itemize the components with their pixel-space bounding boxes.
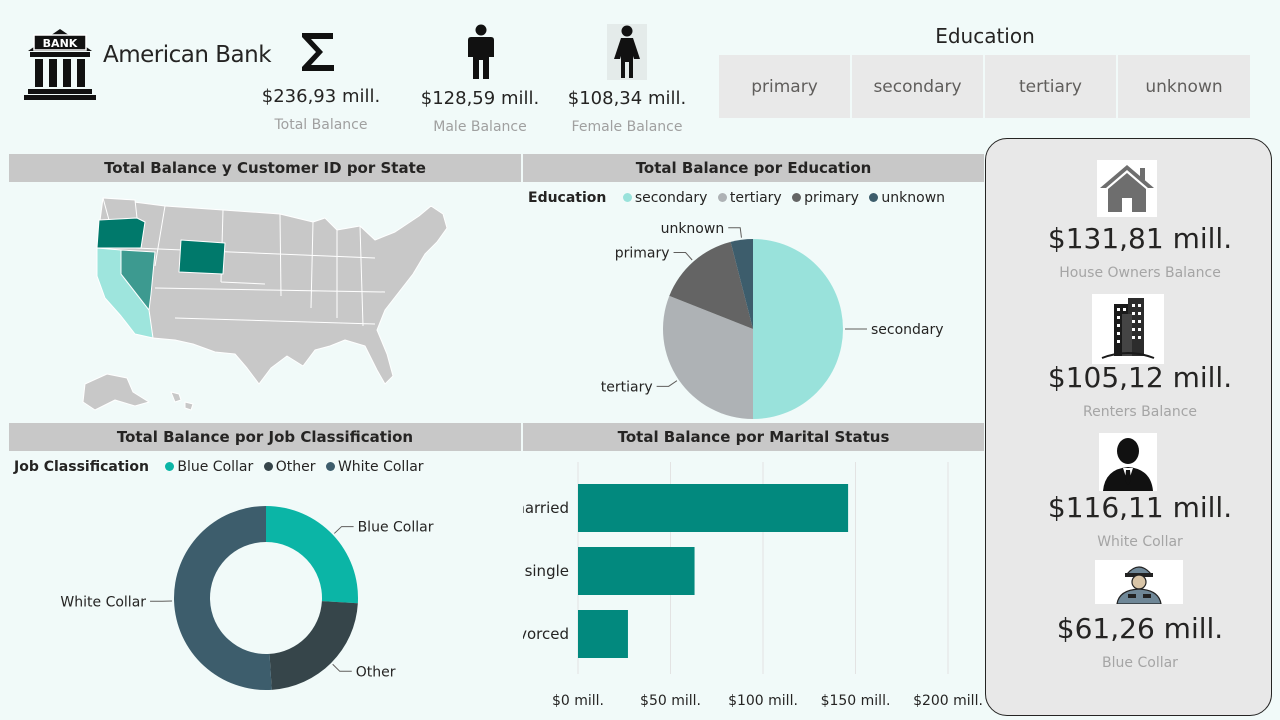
male-icon [466, 24, 496, 84]
businessman-icon [1099, 433, 1157, 491]
job-label-blue-collar: Blue Collar [358, 520, 434, 536]
job-leader-other [332, 663, 352, 672]
legend-label-tertiary: tertiary [729, 190, 782, 206]
svg-text:BANK: BANK [43, 37, 78, 50]
marital-chart-title: Total Balance por Marital Status [523, 423, 984, 451]
white-collar-label: White Collar [1097, 534, 1183, 550]
legend-dot-other [263, 462, 273, 471]
total-balance-label: Total Balance [274, 117, 368, 133]
legend-label-unknown: unknown [881, 190, 946, 206]
legend-label-white-collar: White Collar [337, 459, 424, 475]
marital-bar-married[interactable] [578, 484, 849, 532]
blue-collar-value: $61,26 mill. [1056, 612, 1224, 645]
marital-category-single: single [525, 562, 569, 580]
marital-bar-single[interactable] [578, 547, 695, 595]
legend-dot-tertiary [717, 193, 727, 202]
education-leader-unknown [728, 227, 742, 238]
job-slice-blue-collar[interactable] [266, 506, 358, 604]
job-legend-title: Job Classification [14, 459, 149, 475]
job-chart-title: Total Balance por Job Classification [9, 423, 521, 451]
female-balance-label: Female Balance [571, 119, 683, 135]
education-label-primary: primary [615, 245, 670, 261]
education-pie-chart[interactable]: secondary tertiary primary unknown [523, 212, 984, 422]
education-leader-tertiary [656, 380, 678, 387]
legend-dot-white-collar [325, 462, 335, 471]
house-owners-value: $131,81 mill. [1047, 222, 1233, 255]
right-panel [985, 138, 1272, 716]
marital-category-divorced: divorced [523, 625, 569, 643]
renters-value: $105,12 mill. [1047, 361, 1233, 394]
job-label-white-collar: White Collar [60, 594, 146, 610]
white-collar-value: $116,11 mill. [1047, 491, 1233, 524]
marital-tick-label-4: $200 mill. [913, 693, 983, 709]
legend-dot-secondary [622, 193, 632, 202]
state-wyoming [178, 239, 226, 275]
marital-bar-chart[interactable]: $0 mill. $50 mill. $100 mill. $150 mill. $20… [523, 452, 984, 716]
state-hawaii [170, 391, 194, 411]
slicer-option-unknown[interactable]: unknown [1118, 55, 1250, 118]
legend-label-secondary: secondary [634, 190, 708, 206]
education-leader-primary [673, 251, 693, 261]
marital-tick-label-3: $150 mill. [821, 693, 891, 709]
state-oregon [96, 217, 146, 249]
marital-bar-divorced[interactable] [578, 610, 628, 658]
female-balance-value: $108,34 mill. [567, 88, 687, 109]
education-slicer-title: Education [935, 24, 1035, 48]
education-label-unknown: unknown [661, 221, 725, 237]
job-donut-chart[interactable]: Blue Collar Other White Collar [9, 485, 521, 715]
building-icon [1092, 294, 1164, 364]
education-label-secondary: secondary [871, 322, 944, 338]
education-legend-title: Education [528, 190, 607, 206]
job-leader-blue-collar [333, 526, 354, 534]
slicer-option-secondary[interactable]: secondary [852, 55, 983, 118]
job-slice-white-collar[interactable] [173, 506, 272, 690]
education-slice-unknown[interactable] [730, 239, 753, 329]
map-title: Total Balance y Customer ID por State [9, 154, 521, 182]
bank-logo-icon: BANK [22, 25, 98, 101]
male-balance-value: $128,59 mill. [420, 88, 540, 109]
job-label-other: Other [356, 664, 396, 680]
marital-tick-label-1: $50 mill. [640, 693, 701, 709]
marital-tick-label-2: $100 mill. [728, 693, 798, 709]
house-owners-label: House Owners Balance [1059, 265, 1221, 281]
female-icon [607, 24, 647, 80]
job-slice-other[interactable] [269, 601, 358, 690]
education-slice-tertiary[interactable] [663, 295, 753, 419]
education-legend: Education secondary tertiary primary unk… [528, 190, 945, 206]
sigma-icon [298, 30, 338, 78]
legend-dot-primary [792, 193, 802, 202]
legend-label-primary: primary [804, 190, 859, 206]
job-legend: Job Classification Blue Collar Other Whi… [14, 459, 424, 475]
legend-label-blue-collar: Blue Collar [177, 459, 254, 475]
education-chart-title: Total Balance por Education [523, 154, 984, 182]
state-alaska [82, 373, 150, 411]
worker-icon [1095, 560, 1183, 605]
legend-dot-blue-collar [165, 462, 175, 471]
education-slice-primary[interactable] [669, 241, 753, 329]
legend-label-other: Other [275, 459, 316, 475]
marital-tick-label-0: $0 mill. [552, 693, 604, 709]
renters-label: Renters Balance [1082, 404, 1198, 420]
slicer-option-primary[interactable]: primary [719, 55, 850, 118]
slicer-option-tertiary[interactable]: tertiary [985, 55, 1116, 118]
education-label-tertiary: tertiary [601, 379, 653, 395]
legend-dot-unknown [869, 193, 879, 202]
male-balance-label: Male Balance [433, 119, 527, 135]
blue-collar-label: Blue Collar [1102, 655, 1178, 671]
state-washington [102, 197, 138, 221]
house-icon [1097, 160, 1157, 217]
education-slice-secondary[interactable] [753, 239, 843, 419]
state-nevada [120, 249, 156, 311]
total-balance-value: $236,93 mill. [261, 86, 381, 107]
us-map[interactable] [75, 188, 460, 418]
marital-category-married: married [523, 499, 569, 517]
brand-name: American Bank [103, 42, 272, 68]
